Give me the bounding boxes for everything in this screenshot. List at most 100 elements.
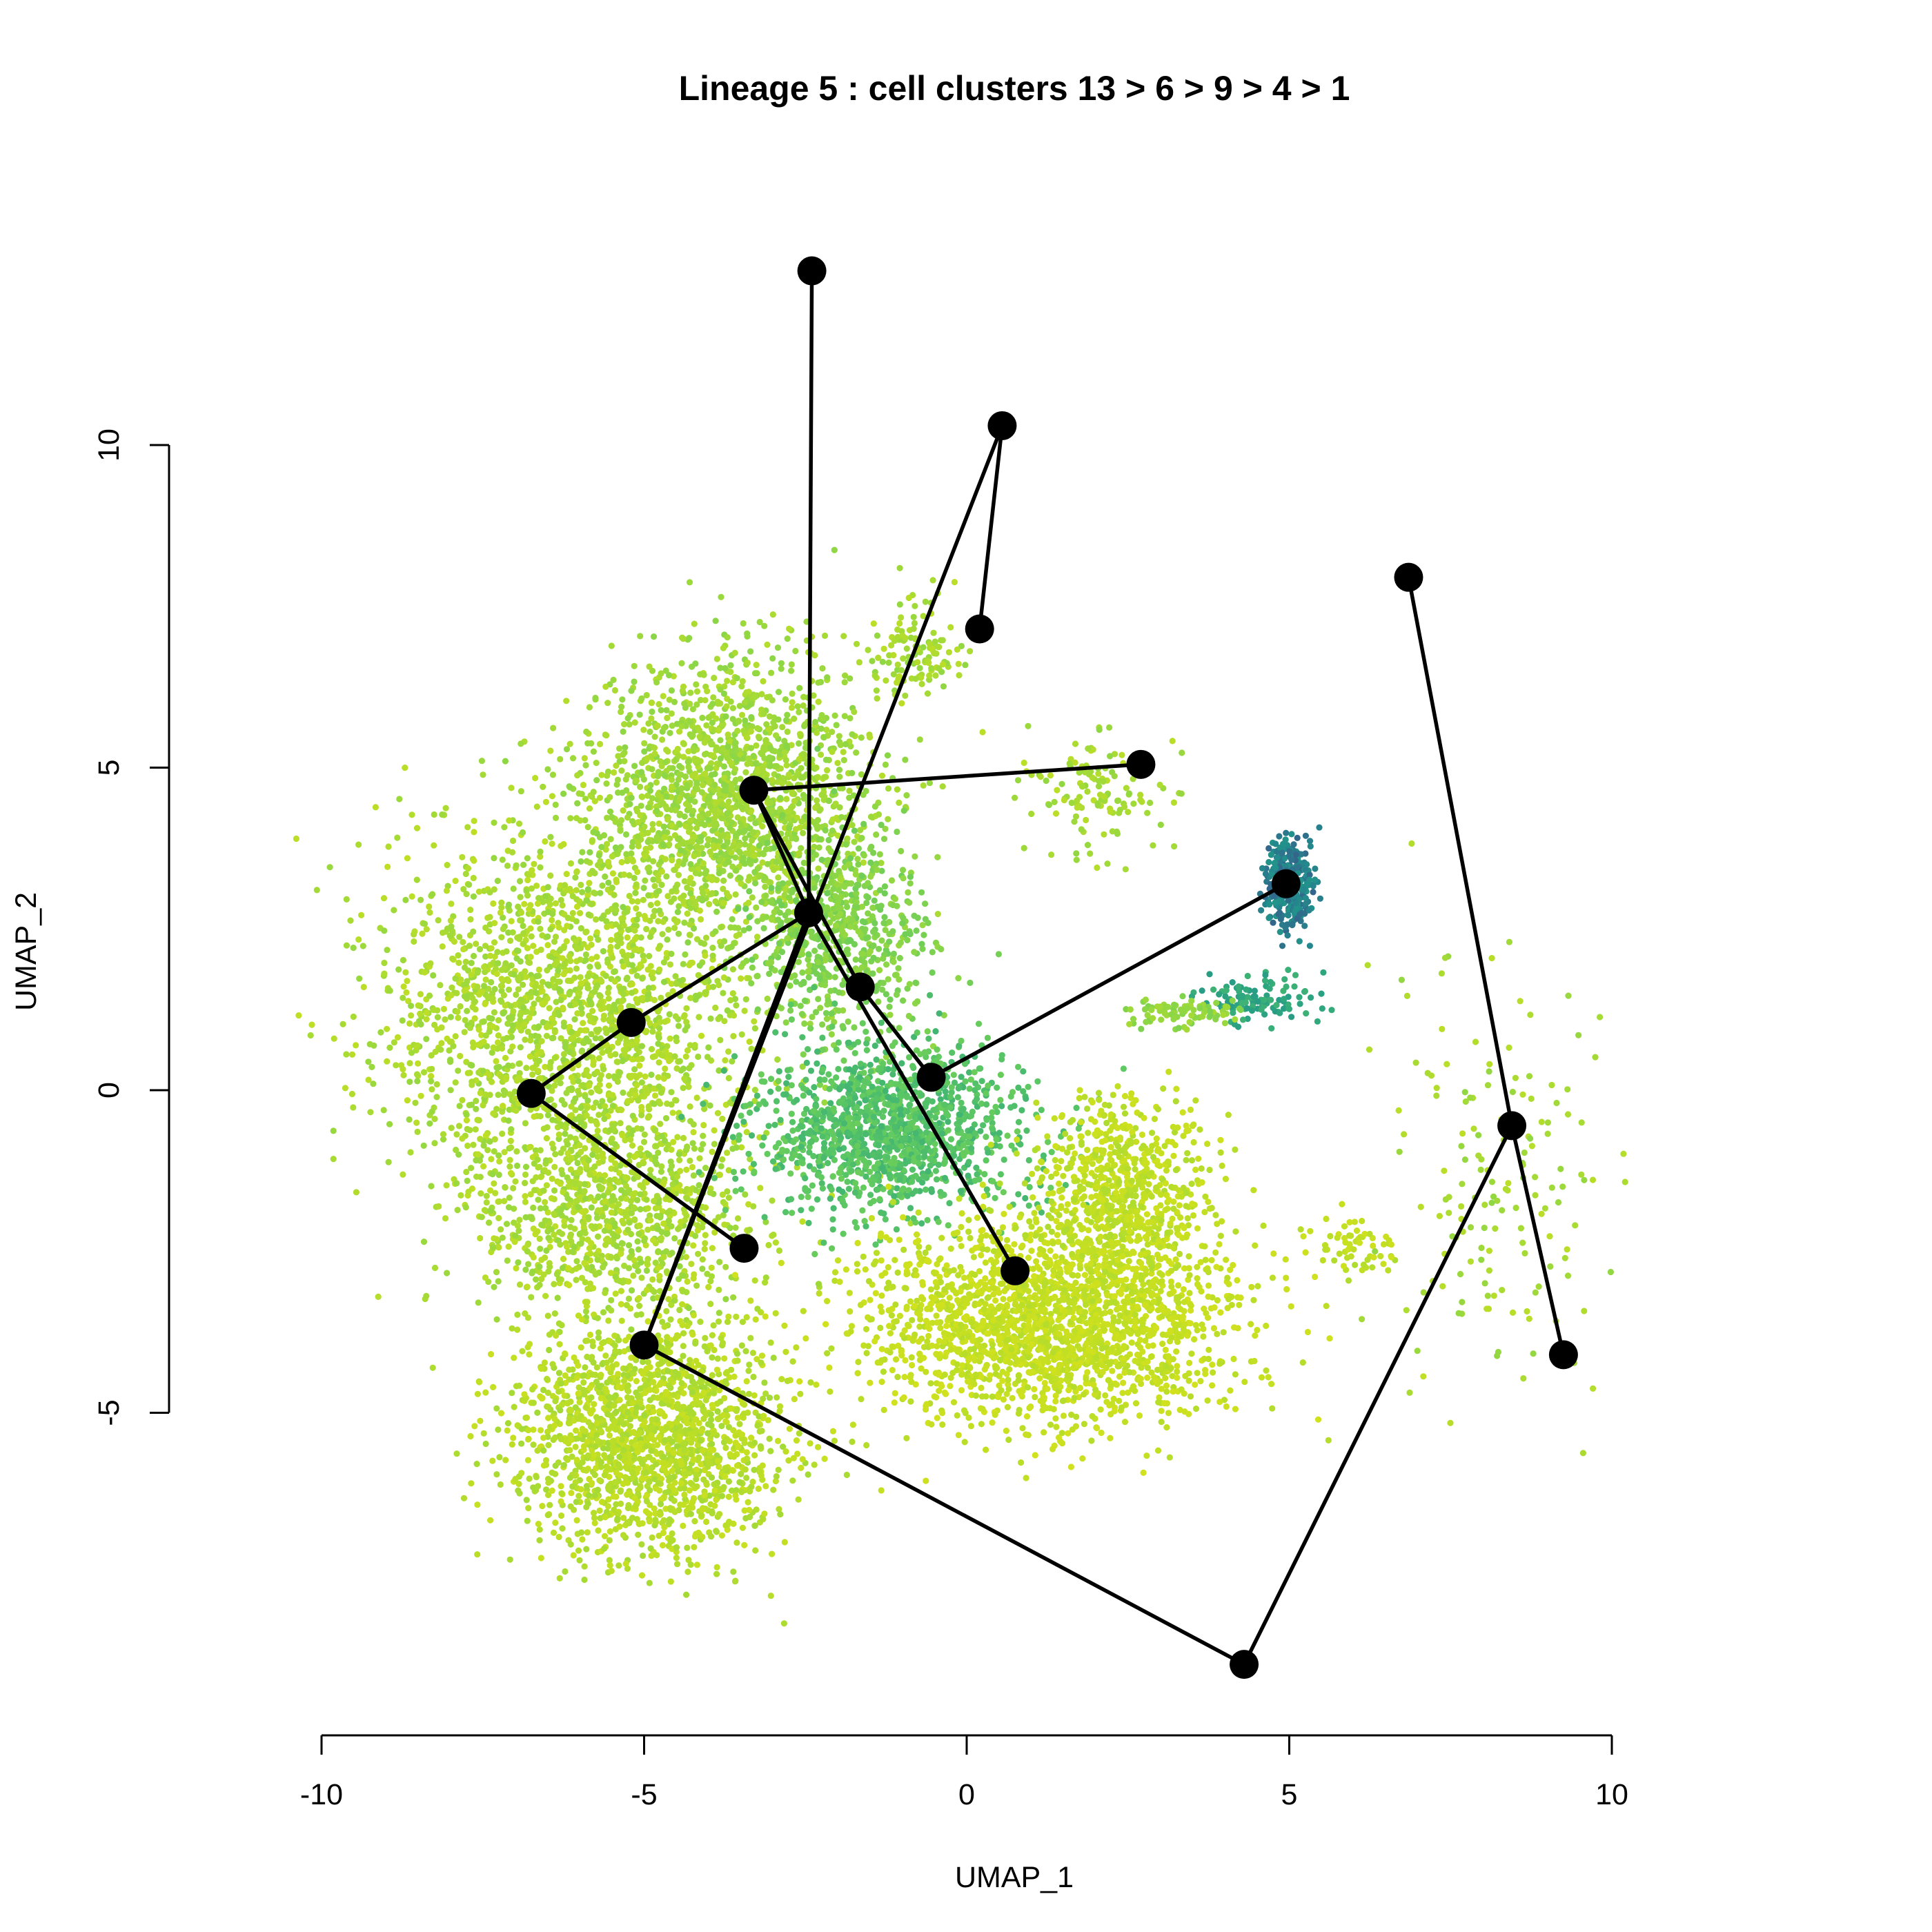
cell-point <box>515 820 523 827</box>
cell-point <box>689 706 697 713</box>
cell-point <box>679 1301 686 1308</box>
cell-point <box>705 1283 712 1290</box>
cell-point <box>393 1062 400 1069</box>
cell-point <box>783 717 790 724</box>
cell-point <box>493 1316 500 1323</box>
cell-point <box>478 758 486 765</box>
cell-point <box>618 858 625 866</box>
cell-point <box>794 703 801 710</box>
cell-point <box>720 781 727 789</box>
cell-point <box>546 1063 553 1070</box>
cell-point <box>656 887 662 894</box>
cell-point <box>876 851 883 858</box>
cell-point <box>698 834 704 840</box>
cell-point <box>400 1171 406 1178</box>
cell-point <box>719 801 726 808</box>
cell-point <box>651 883 658 889</box>
cell-point <box>463 891 470 898</box>
cell-point <box>544 766 551 773</box>
cell-point <box>350 945 357 952</box>
cell-point <box>724 1007 731 1014</box>
cell-point <box>701 739 708 746</box>
cell-point <box>623 956 630 964</box>
cell-point <box>655 872 662 879</box>
cell-point <box>786 625 793 632</box>
cell-point <box>586 849 593 856</box>
cell-point <box>849 769 856 776</box>
cell-point <box>546 901 553 908</box>
cell-point <box>631 1092 639 1098</box>
cell-point <box>679 1288 686 1294</box>
cell-point <box>502 1457 509 1463</box>
cell-point <box>555 967 562 974</box>
cell-point <box>604 989 611 996</box>
cell-point <box>534 1043 542 1050</box>
cell-point <box>635 1230 642 1237</box>
cell-point <box>690 1172 697 1179</box>
cell-point <box>609 885 615 891</box>
cell-point <box>721 938 728 945</box>
cell-point <box>456 1103 463 1110</box>
cell-point <box>555 1276 562 1283</box>
cell-point <box>526 959 533 966</box>
cell-point <box>663 954 670 961</box>
cell-point <box>509 1043 516 1050</box>
cell-point <box>708 1264 715 1271</box>
cell-point <box>483 1192 490 1199</box>
cell-point <box>573 869 580 876</box>
cell-point <box>714 1355 721 1362</box>
cell-point <box>676 1306 683 1314</box>
cell-point <box>415 1018 423 1025</box>
cell-point <box>419 930 426 937</box>
cell-point <box>836 767 843 773</box>
cell-point <box>557 1241 564 1248</box>
cell-point <box>590 1061 597 1068</box>
cell-point <box>593 1068 601 1076</box>
cell-point <box>687 1103 693 1110</box>
cell-point <box>662 834 669 840</box>
cell-point <box>633 996 640 1003</box>
cell-point <box>705 714 712 721</box>
cell-point <box>664 893 671 900</box>
cell-point <box>608 936 615 943</box>
cell-point <box>358 911 365 918</box>
cell-point <box>689 1140 696 1147</box>
cell-point <box>607 1107 614 1114</box>
cell-point <box>645 804 652 811</box>
cell-point <box>447 917 454 924</box>
cell-point <box>796 850 802 857</box>
cell-point <box>765 1241 772 1249</box>
cell-point <box>795 1496 802 1503</box>
cell-point <box>618 1187 625 1194</box>
cell-point <box>455 1067 462 1074</box>
cell-point <box>501 824 508 831</box>
cell-point <box>430 972 437 979</box>
cell-point <box>669 1250 676 1256</box>
cell-point <box>619 948 626 955</box>
cell-point <box>668 980 675 987</box>
cell-point <box>739 1319 746 1325</box>
cell-point <box>400 956 407 964</box>
cell-point <box>636 1222 643 1229</box>
cell-point <box>490 1110 497 1117</box>
cell-point <box>439 929 446 936</box>
cell-point <box>686 579 693 586</box>
cell-point <box>592 694 599 702</box>
cell-point <box>676 1156 683 1163</box>
cell-point <box>814 825 821 832</box>
cell-point <box>709 945 716 952</box>
cell-point <box>702 1240 709 1247</box>
cell-point <box>547 834 554 840</box>
cell-point <box>655 1225 662 1232</box>
cell-point <box>517 894 524 900</box>
cell-point <box>648 700 656 707</box>
cell-point <box>494 949 501 956</box>
cell-point <box>651 733 658 740</box>
cell-point <box>724 678 731 684</box>
cell-point <box>613 1243 620 1250</box>
cell-point <box>716 791 723 798</box>
cell-point <box>660 800 667 807</box>
cell-point <box>431 1140 438 1147</box>
cell-point <box>634 1196 641 1203</box>
cell-point <box>628 1210 635 1216</box>
